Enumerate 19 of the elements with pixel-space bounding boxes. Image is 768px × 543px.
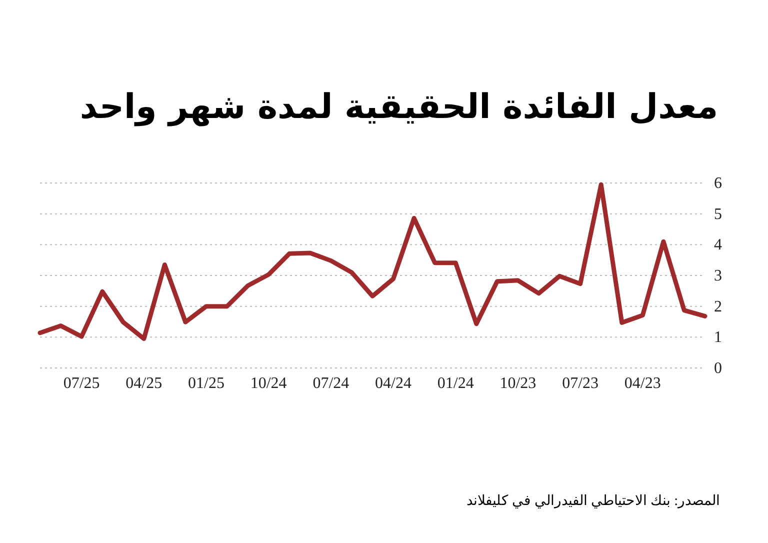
xtick: 04/25	[126, 375, 162, 392]
ytick: 2	[714, 298, 722, 316]
ytick: 0	[714, 360, 722, 377]
annotation: المصدر: بنك الاحتياطي الفيدرالي في كليفلاند	[466, 494, 720, 509]
xtick: 07/25	[63, 375, 100, 392]
xtick: 10/23	[500, 375, 536, 392]
ytick: 1	[714, 329, 722, 346]
xtick: 04/24	[375, 375, 412, 392]
xtick: 01/24	[437, 375, 474, 392]
xtick: 04/23	[624, 375, 661, 392]
xtick: 07/23	[562, 375, 599, 392]
ytick: 3	[714, 268, 722, 284]
xtick: 01/25	[188, 375, 224, 392]
title: معدل الفائدة الحقيقية لمدة شهر واحد	[80, 87, 718, 127]
xtick: 07/24	[312, 375, 350, 392]
ytick: 6	[714, 175, 722, 192]
ytick: 5	[714, 206, 722, 223]
ytick: 4	[714, 236, 722, 254]
xtick: 10/24	[250, 375, 287, 392]
